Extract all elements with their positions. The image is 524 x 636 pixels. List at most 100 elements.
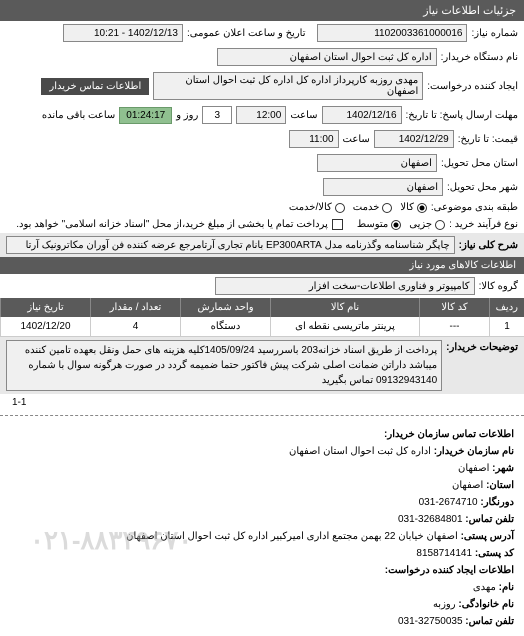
number-value: 1102003361000016 [317, 24, 467, 42]
purchase-radio-group: جزیی متوسط [357, 219, 445, 230]
row-quote: قیمت: تا تاریخ: 1402/12/29 ساعت 11:00 [0, 127, 524, 151]
radio-service-label: خدمت [353, 202, 380, 213]
buyer-contact-button[interactable]: اطلاعات تماس خریدار [41, 78, 149, 95]
address-label: آدرس پستی: [461, 531, 514, 542]
cell-date: 1402/12/20 [0, 317, 90, 336]
payment-note: پرداخت تمام یا بخشی از مبلغ خرید،از محل … [16, 219, 328, 230]
cell-qty: 4 [90, 317, 180, 336]
requester-value: مهدی روزبه کارپرداز اداره کل اداره کل ثب… [153, 72, 423, 100]
cfamily-value: روزبه [433, 599, 456, 610]
goods-section-header: اطلاعات کالاهای مورد نیاز [0, 257, 524, 274]
col-code: کد کالا [419, 298, 489, 317]
radio-dot-icon [417, 203, 427, 213]
postal-label: کد پستی: [475, 548, 514, 559]
cell-idx: 1 [489, 317, 524, 336]
radio-goods-label: کالا [400, 202, 414, 213]
deadline-label: مهلت ارسال پاسخ: تا تاریخ: [406, 110, 518, 121]
creator-header: اطلاعات ایجاد کننده درخواست: [385, 565, 514, 576]
row-delivery-city: شهر محل تحویل: اصفهان [0, 175, 524, 199]
deadline-time-label: ساعت [290, 110, 317, 121]
quote-date: 1402/12/29 [374, 130, 454, 148]
delivery-province-label: استان محل تحویل: [441, 158, 518, 169]
remaining-days: 3 [202, 106, 232, 124]
remaining-time: 01:24:17 [119, 107, 172, 124]
budget-radio-group: کالا خدمت کالا/خدمت [289, 202, 427, 213]
postal-value: 8158714141 [416, 548, 472, 559]
remaining-days-label: روز و [176, 110, 198, 121]
goods-table-row: 1 --- پرینتر ماتریسی نقطه ای دستگاه 4 14… [0, 317, 524, 337]
cell-unit: دستگاه [180, 317, 270, 336]
contact-header: اطلاعات تماس سازمان خریدار: [384, 429, 514, 440]
number-label: شماره نیاز: [471, 28, 518, 39]
cell-name: پرینتر ماتریسی نقطه ای [270, 317, 419, 336]
desc-value: چاپگر شناسنامه وگذرنامه مدل EP300ARTA با… [6, 236, 455, 254]
city-value: اصفهان [458, 463, 489, 474]
col-idx: ردیف [489, 298, 524, 317]
buyer-device-label: نام دستگاه خریدار: [441, 52, 518, 63]
col-name: نام کالا [270, 298, 419, 317]
treasury-checkbox[interactable] [332, 219, 343, 230]
remaining-label: ساعت باقی مانده [42, 110, 115, 121]
quote-time-label: ساعت [343, 134, 370, 145]
col-unit: واحد شمارش [180, 298, 270, 317]
row-deadline: مهلت ارسال پاسخ: تا تاریخ: 1402/12/16 سا… [0, 103, 524, 127]
fax-label: دورنگار: [480, 497, 514, 508]
address-value: اصفهان خیابان 22 بهمن مجتمع اداری امیرکب… [126, 531, 458, 542]
announce-value: 1402/12/13 - 10:21 [63, 24, 183, 42]
radio-both-label: کالا/خدمت [289, 202, 332, 213]
row-purchase-type: نوع فرآیند خرید : جزیی متوسط پرداخت تمام… [0, 216, 524, 233]
divider [0, 415, 524, 416]
cname-value: مهدی [473, 582, 496, 593]
col-qty: تعداد / مقدار [90, 298, 180, 317]
notes-label: توضیحات خریدار: [446, 340, 518, 353]
panel-title: جزئیات اطلاعات نیاز [423, 5, 516, 17]
radio-medium[interactable]: متوسط [357, 219, 401, 230]
radio-service[interactable]: خدمت [353, 202, 393, 213]
deadline-date: 1402/12/16 [322, 106, 402, 124]
radio-small[interactable]: جزیی [409, 219, 445, 230]
province-value: اصفهان [452, 480, 483, 491]
radio-dot-icon [435, 220, 445, 230]
phone-value: 32684801-031 [398, 514, 463, 525]
radio-medium-label: متوسط [357, 219, 388, 230]
row-buyer-notes: توضیحات خریدار: پرداخت از طریق اسناد خزا… [0, 337, 524, 394]
purchase-type-label: نوع فرآیند خرید : [449, 219, 518, 230]
cell-code: --- [419, 317, 489, 336]
row-requester: ایجاد کننده درخواست: مهدی روزبه کارپرداز… [0, 69, 524, 103]
radio-small-label: جزیی [409, 219, 432, 230]
delivery-city-label: شهر محل تحویل: [447, 182, 518, 193]
delivery-city: اصفهان [323, 178, 443, 196]
goods-group-label: گروه کالا: [479, 281, 518, 292]
deadline-time: 12:00 [236, 106, 286, 124]
row-goods-group: گروه کالا: کامپیوتر و فناوری اطلاعات-سخت… [0, 274, 524, 298]
radio-both[interactable]: کالا/خدمت [289, 202, 345, 213]
cphone-value: 32750035-031 [398, 616, 463, 627]
fax-value: 2674710-031 [419, 497, 478, 508]
requester-label: ایجاد کننده درخواست: [427, 81, 518, 92]
org-value: اداره کل ثبت احوال استان اصفهان [289, 446, 431, 457]
radio-dot-icon [391, 220, 401, 230]
delivery-province: اصفهان [317, 154, 437, 172]
budget-type-label: طبقه بندی موضوعی: [431, 202, 518, 213]
cfamily-label: نام خانوادگی: [458, 599, 514, 610]
pagination: 1-1 [12, 397, 26, 408]
announce-label: تاریخ و ساعت اعلان عمومی: [187, 28, 306, 39]
contact-section: اطلاعات تماس سازمان خریدار: نام سازمان خ… [0, 420, 524, 636]
quote-label: قیمت: تا تاریخ: [458, 134, 518, 145]
row-need-number: شماره نیاز: 1102003361000016 تاریخ و ساع… [0, 21, 524, 45]
row-buyer-device: نام دستگاه خریدار: اداره کل ثبت احوال اس… [0, 45, 524, 69]
buyer-device-value: اداره کل ثبت احوال استان اصفهان [217, 48, 437, 66]
goods-section-title: اطلاعات کالاهای مورد نیاز [409, 260, 516, 271]
goods-table-header: ردیف کد کالا نام کالا واحد شمارش تعداد /… [0, 298, 524, 317]
org-label: نام سازمان خریدار: [434, 446, 514, 457]
panel-header: جزئیات اطلاعات نیاز [0, 0, 524, 21]
radio-goods[interactable]: کالا [400, 202, 427, 213]
desc-label: شرح کلی نیاز: [459, 240, 518, 251]
radio-dot-icon [382, 203, 392, 213]
cname-label: نام: [499, 582, 514, 593]
col-date: تاریخ نیاز [0, 298, 90, 317]
quote-time: 11:00 [289, 130, 339, 148]
goods-group-value: کامپیوتر و فناوری اطلاعات-سخت افزار [215, 277, 475, 295]
cphone-label: تلفن تماس: [465, 616, 514, 627]
city-label: شهر: [492, 463, 514, 474]
